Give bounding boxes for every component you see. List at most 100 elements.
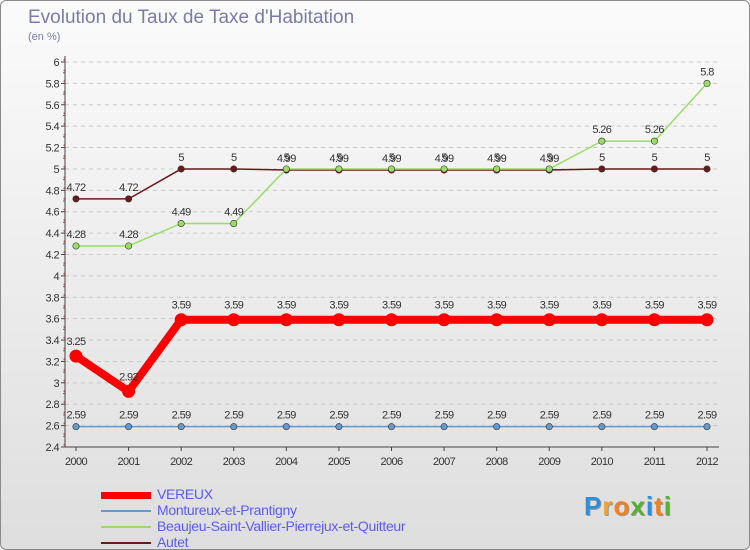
x-tick-label: 2006 — [380, 456, 403, 468]
data-point — [230, 219, 238, 227]
legend-label: Autet — [157, 534, 189, 550]
data-label: 4.99 — [487, 153, 506, 165]
data-point — [703, 423, 711, 431]
data-label: 2.59 — [435, 410, 454, 422]
data-label: 3.25 — [66, 336, 85, 348]
data-label: 3.59 — [697, 300, 716, 312]
data-label: 5 — [704, 152, 710, 164]
data-point — [335, 423, 343, 431]
data-point — [230, 165, 238, 173]
y-tick-label: 5.2 — [46, 143, 60, 155]
y-tick-label: 4.6 — [46, 207, 60, 219]
data-label: 3.59 — [224, 300, 243, 312]
data-point — [650, 423, 658, 431]
data-label: 4.99 — [277, 153, 296, 165]
logo-letter: i — [645, 491, 655, 521]
y-tick-label: 4.8 — [46, 185, 60, 197]
logo-letter: i — [663, 491, 672, 521]
x-tick-label: 2011 — [644, 456, 666, 468]
series-line — [73, 315, 707, 396]
proxiti-logo: Proxiti — [584, 491, 672, 522]
data-label: 5 — [178, 152, 184, 164]
legend-label: Montureux-et-Prantigny — [157, 502, 297, 518]
legend-swatch — [101, 492, 151, 499]
data-label: 2.59 — [645, 410, 664, 422]
y-tick-label: 2.6 — [46, 421, 60, 433]
data-label: 4.28 — [66, 229, 85, 241]
y-tick-label: 4 — [53, 271, 59, 283]
x-tick-label: 2000 — [65, 456, 88, 468]
legend-label: Beaujeu-Saint-Vallier-Pierrejux-et-Quitt… — [157, 518, 406, 534]
chart-subtitle: (en %) — [28, 31, 61, 43]
legend-swatch — [101, 526, 151, 528]
data-label: 5 — [336, 152, 342, 164]
data-point — [282, 423, 290, 431]
data-label: 5 — [231, 152, 237, 164]
data-point — [125, 423, 133, 431]
data-point — [177, 165, 185, 173]
data-point — [125, 195, 133, 203]
data-point — [700, 313, 714, 327]
data-label: 3.59 — [592, 300, 611, 312]
data-point — [542, 313, 556, 327]
data-point — [174, 313, 188, 327]
data-point — [230, 423, 238, 431]
data-point — [387, 423, 395, 431]
data-point — [647, 313, 661, 327]
y-tick-label: 2.8 — [46, 399, 60, 411]
data-label: 4.49 — [172, 206, 191, 218]
x-tick-label: 2007 — [433, 456, 456, 468]
data-label: 2.59 — [382, 410, 401, 422]
logo-letter: r — [602, 491, 614, 521]
data-label: 2.59 — [697, 410, 716, 422]
x-tick-label: 2008 — [486, 456, 509, 468]
data-label: 3.59 — [172, 300, 191, 312]
logo-letter: x — [630, 491, 646, 521]
data-label: 3.59 — [487, 300, 506, 312]
data-point — [282, 165, 290, 173]
data-label: 5 — [284, 152, 290, 164]
data-label: 4.72 — [66, 182, 85, 194]
data-point — [332, 313, 346, 327]
data-label: 5 — [652, 152, 658, 164]
legend-swatch — [101, 510, 151, 512]
data-label: 2.59 — [487, 410, 506, 422]
data-label: 2.59 — [540, 410, 559, 422]
data-label: 3.59 — [329, 300, 348, 312]
y-tick-label: 5 — [53, 164, 59, 176]
data-label: 2.92 — [119, 371, 138, 383]
data-point — [493, 423, 501, 431]
data-point — [598, 423, 606, 431]
y-tick-label: 3.2 — [46, 356, 60, 368]
data-point — [703, 79, 711, 87]
logo-letter: P — [584, 491, 603, 521]
data-label: 4.99 — [435, 153, 454, 165]
data-point — [490, 313, 504, 327]
data-point — [279, 313, 293, 327]
y-tick-label: 6 — [53, 57, 59, 69]
data-label: 3.59 — [645, 300, 664, 312]
y-tick-label: 4.4 — [46, 228, 60, 240]
data-label: 5.26 — [645, 124, 664, 136]
x-tick-label: 2001 — [118, 456, 141, 468]
data-point — [595, 313, 609, 327]
x-tick-label: 2005 — [328, 456, 351, 468]
data-point — [440, 423, 448, 431]
data-point — [72, 242, 80, 250]
y-tick-label: 4.2 — [46, 250, 60, 262]
data-point — [72, 195, 80, 203]
legend-swatch — [101, 542, 151, 544]
x-tick-label: 2009 — [538, 456, 561, 468]
data-label: 2.59 — [119, 410, 138, 422]
data-point — [385, 313, 398, 327]
x-tick-label: 2010 — [591, 456, 614, 468]
data-point — [437, 313, 451, 327]
data-label: 5 — [546, 152, 552, 164]
data-label: 5 — [599, 152, 605, 164]
data-point — [125, 242, 133, 250]
data-label: 3.59 — [382, 300, 401, 312]
data-label: 2.59 — [592, 410, 611, 422]
data-point — [598, 165, 606, 173]
data-label: 2.59 — [329, 410, 348, 422]
